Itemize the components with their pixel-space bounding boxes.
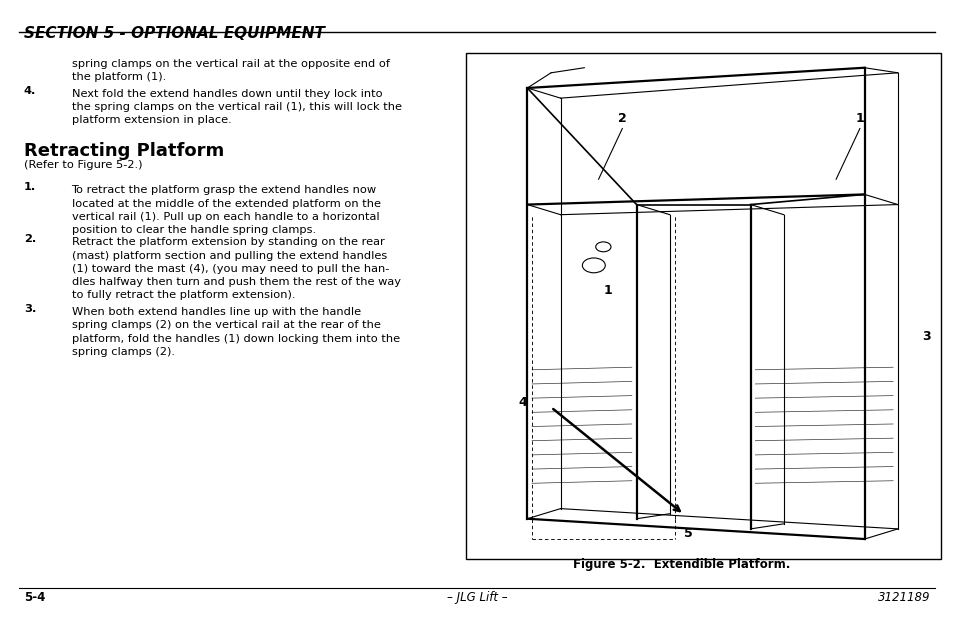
Text: – JLG Lift –: – JLG Lift – bbox=[446, 591, 507, 604]
Text: 3: 3 bbox=[922, 330, 930, 343]
Text: 2: 2 bbox=[618, 112, 626, 125]
Text: 1.: 1. bbox=[24, 182, 36, 192]
FancyBboxPatch shape bbox=[465, 53, 940, 559]
Text: 2.: 2. bbox=[24, 234, 36, 244]
Text: 3121189: 3121189 bbox=[877, 591, 929, 604]
Text: 5-4: 5-4 bbox=[24, 591, 45, 604]
Text: Figure 5-2.  Extendible Platform.: Figure 5-2. Extendible Platform. bbox=[573, 558, 790, 571]
Text: To retract the platform grasp the extend handles now
located at the middle of th: To retract the platform grasp the extend… bbox=[71, 185, 380, 235]
Text: spring clamps on the vertical rail at the opposite end of
the platform (1).: spring clamps on the vertical rail at th… bbox=[71, 59, 389, 82]
Text: 5: 5 bbox=[683, 527, 693, 541]
Text: (Refer to Figure 5-2.): (Refer to Figure 5-2.) bbox=[24, 160, 142, 170]
Text: When both extend handles line up with the handle
spring clamps (2) on the vertic: When both extend handles line up with th… bbox=[71, 307, 399, 357]
Text: Next fold the extend handles down until they lock into
the spring clamps on the : Next fold the extend handles down until … bbox=[71, 89, 401, 125]
Text: Retracting Platform: Retracting Platform bbox=[24, 142, 224, 159]
Text: Retract the platform extension by standing on the rear
(mast) platform section a: Retract the platform extension by standi… bbox=[71, 237, 400, 300]
Text: SECTION 5 - OPTIONAL EQUIPMENT: SECTION 5 - OPTIONAL EQUIPMENT bbox=[24, 26, 324, 41]
Text: 4: 4 bbox=[517, 396, 526, 408]
Text: 1: 1 bbox=[855, 112, 863, 125]
Text: 1: 1 bbox=[603, 284, 612, 297]
Text: 4.: 4. bbox=[24, 86, 36, 96]
Text: 3.: 3. bbox=[24, 304, 36, 314]
